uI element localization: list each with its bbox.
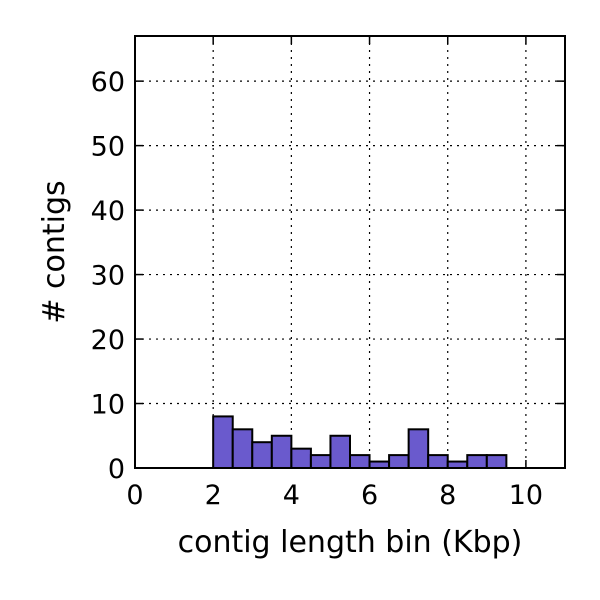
x-tick-label: 10 [509, 480, 543, 511]
x-axis-label: contig length bin (Kbp) [178, 525, 523, 560]
x-tick-label: 4 [283, 480, 300, 511]
y-tick-label: 60 [91, 67, 125, 98]
grid-lines [134, 36, 565, 469]
bars [135, 415, 565, 470]
y-tick-label: 20 [91, 325, 125, 356]
y-tick-label: 50 [91, 132, 125, 163]
histogram-bar [329, 434, 352, 470]
histogram-bar [407, 428, 430, 470]
x-tick-labels: 0 2 4 6 8 10 [126, 480, 543, 511]
histogram-bar [349, 454, 371, 470]
histogram-bar [212, 415, 234, 469]
histogram-bar [485, 454, 508, 470]
x-tick-label: 8 [439, 480, 456, 511]
histogram-bar [388, 454, 410, 470]
histogram-bar [251, 441, 273, 469]
y-tick-label: 40 [91, 196, 125, 227]
y-tick-label: 10 [91, 390, 125, 421]
x-tick-label: 0 [126, 480, 143, 511]
histogram-bar [231, 428, 254, 470]
histogram-bar [427, 454, 449, 470]
plot-frame [134, 35, 566, 469]
x-tick-label: 6 [361, 480, 378, 511]
x-tick-label: 2 [205, 480, 222, 511]
y-tick-label: 0 [108, 454, 125, 485]
histogram-bar [290, 447, 312, 469]
histogram-bar [270, 434, 293, 470]
y-axis-label: # contigs [37, 180, 72, 323]
histogram-bar [466, 454, 488, 470]
histogram-bar [309, 454, 332, 470]
y-tick-label: 30 [91, 261, 125, 292]
y-tick-labels: 0 10 20 30 40 50 60 [91, 67, 125, 485]
